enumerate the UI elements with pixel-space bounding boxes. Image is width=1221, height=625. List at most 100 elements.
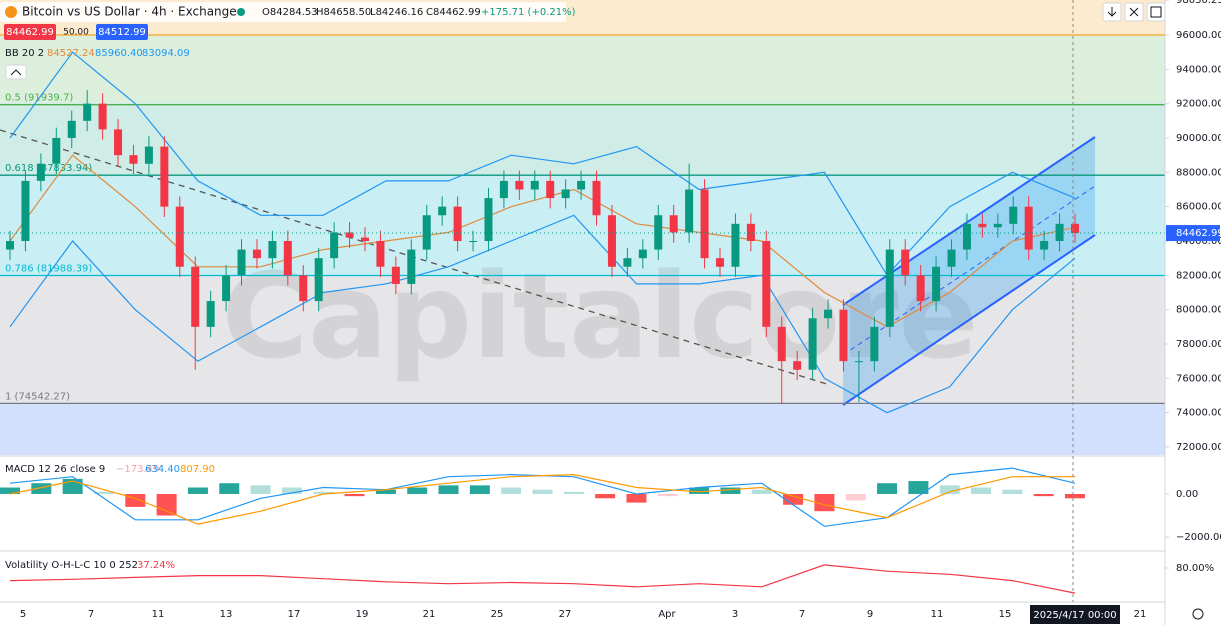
- histogram-bar: [501, 487, 522, 494]
- x-tick-label: 11: [931, 609, 944, 620]
- indicator-value: 634.40: [145, 464, 180, 475]
- settings-button[interactable]: [1146, 2, 1166, 22]
- x-tick-label: 17: [288, 609, 301, 620]
- header-bg: [0, 2, 566, 22]
- histogram-bar: [281, 487, 302, 494]
- histogram-bar: [845, 493, 866, 501]
- histogram-bar: [438, 485, 459, 494]
- histogram-bar: [156, 493, 177, 516]
- candle-body: [36, 163, 45, 181]
- candle-body: [1024, 206, 1033, 250]
- candle-body: [222, 275, 231, 302]
- candle-body: [206, 301, 215, 327]
- candle-body: [67, 120, 76, 139]
- channel-line: [842, 136, 1096, 306]
- candle-body: [854, 361, 863, 363]
- histogram-bar: [877, 483, 898, 494]
- histogram-bar: [313, 491, 334, 494]
- candle-body: [993, 223, 1002, 228]
- histogram-bar: [187, 487, 208, 494]
- candle-body: [499, 180, 508, 199]
- indicator-line: [9, 564, 1076, 594]
- histogram-bar: [93, 491, 114, 494]
- candle-body: [824, 309, 833, 319]
- y-tick-label: 86000.00: [1176, 202, 1221, 213]
- candle-body: [978, 223, 987, 228]
- x-tick-label: Apr: [658, 609, 676, 620]
- histogram-bar: [563, 491, 584, 494]
- histogram-bar: [939, 485, 960, 494]
- y-tick-label: 76000.00: [1176, 373, 1221, 384]
- candle-body: [870, 326, 879, 362]
- x-tick-label: 27: [559, 609, 572, 620]
- indicator-line: [9, 214, 1076, 414]
- candle-body: [268, 241, 277, 259]
- candle-body: [345, 232, 354, 238]
- buy-price[interactable]: 84512.99: [98, 27, 146, 38]
- histogram-bar: [783, 493, 804, 505]
- candle-body: [453, 206, 462, 242]
- candle-body: [777, 326, 786, 362]
- candle-body: [515, 180, 524, 190]
- spread: 50.00: [63, 28, 89, 38]
- fib-label: 1 (74542.27): [5, 391, 70, 402]
- candle-body: [685, 189, 694, 233]
- collapse-button[interactable]: [5, 64, 27, 80]
- symbol-title: Bitcoin vs US Dollar · 4h · Exchange: [22, 5, 237, 19]
- indicator-line: [9, 51, 1076, 277]
- fib-label: 0.786 (81988.39): [5, 264, 92, 275]
- ohlc-close: C84462.99: [426, 7, 481, 18]
- candle-body: [638, 249, 647, 259]
- candle-body: [376, 241, 385, 267]
- ohlc-low: L84246.16: [370, 7, 423, 18]
- candle-body: [469, 241, 478, 243]
- buy-button[interactable]: [96, 24, 148, 40]
- candle-body: [1071, 223, 1079, 234]
- histogram-bar: [1033, 493, 1054, 497]
- x-tick-label: 7: [88, 609, 94, 620]
- candle-body: [746, 223, 755, 242]
- x-tick-label: 5: [20, 609, 26, 620]
- candle-body: [731, 223, 740, 267]
- candle-body: [669, 215, 678, 233]
- ohlc-open: O84284.53: [262, 7, 318, 18]
- candle-body: [6, 241, 14, 250]
- y-tick-label: 98030.23: [1176, 0, 1221, 6]
- zone: [0, 103, 1165, 175]
- watermark: Capitalcore: [222, 247, 979, 385]
- y-tick-label: 90000.00: [1176, 133, 1221, 144]
- bb-value: 83094.09: [142, 48, 190, 59]
- y-tick-label: 92000.00: [1176, 99, 1221, 110]
- sell-price[interactable]: 84462.99: [6, 27, 54, 38]
- x-tick-label: 21: [423, 609, 436, 620]
- histogram-bar: [720, 487, 741, 494]
- candle-body: [129, 155, 138, 164]
- candle-body: [916, 275, 925, 302]
- histogram-bar: [689, 487, 710, 494]
- channel-mid: [842, 185, 1096, 356]
- bb-value: 85960.40: [95, 48, 143, 59]
- candle-body: [438, 206, 447, 216]
- candle-body: [175, 206, 184, 267]
- price-tag: [1166, 225, 1220, 242]
- x-tick-label: 25: [491, 609, 504, 620]
- sell-button[interactable]: [4, 24, 56, 40]
- candle-body: [762, 241, 771, 327]
- y-tick-label: 0.00: [1176, 489, 1198, 500]
- candle-body: [716, 258, 724, 267]
- y-tick-label: 74000.00: [1176, 408, 1221, 419]
- channel: [843, 137, 1095, 405]
- candle-body: [607, 215, 616, 267]
- candle-body: [1009, 206, 1018, 224]
- candle-body: [21, 180, 30, 242]
- candle-body: [330, 232, 339, 259]
- gear-icon[interactable]: [1192, 608, 1204, 620]
- collapse-icon: [10, 69, 22, 76]
- y-tick-label: −2000.00: [1176, 532, 1221, 543]
- x-tick-label: 19: [356, 609, 369, 620]
- candle-body: [700, 189, 709, 259]
- histogram-bar: [219, 483, 240, 494]
- candle-body: [144, 146, 153, 164]
- histogram-bar: [31, 483, 52, 494]
- candle-body: [484, 198, 493, 242]
